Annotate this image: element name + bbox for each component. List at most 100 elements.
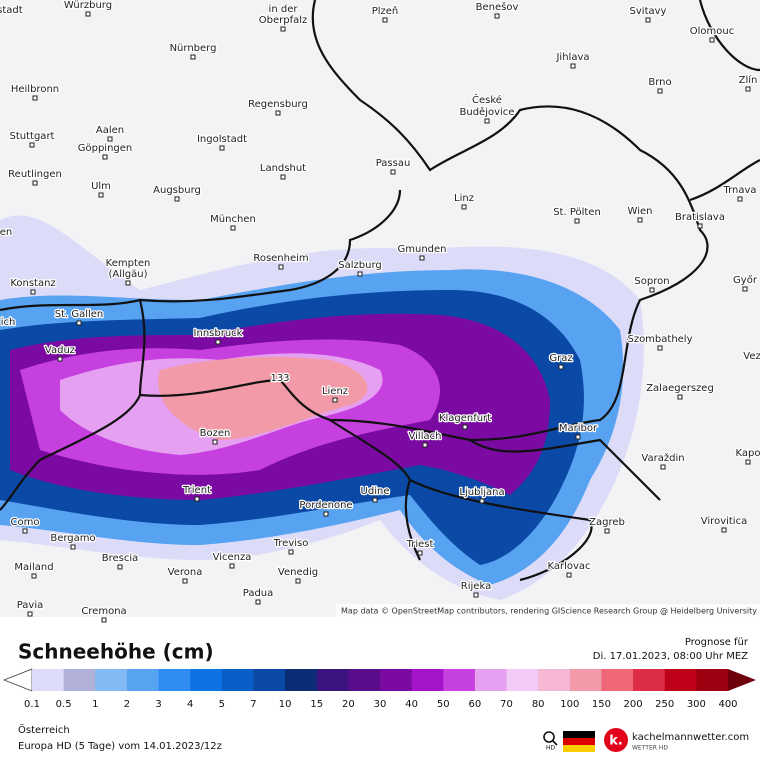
city-marker (32, 180, 38, 186)
city-marker (230, 225, 236, 231)
city-label: Rosenheim (253, 253, 308, 264)
city-label: České (472, 93, 502, 106)
city-label: Landshut (260, 163, 306, 174)
city-marker (422, 442, 428, 448)
city-label: Heilbronn (11, 84, 59, 95)
city-label: St. Pölten (553, 207, 601, 218)
legend-label: 3 (155, 699, 161, 710)
legend-swatch (158, 669, 191, 691)
city-label: Pavia (17, 600, 44, 611)
city-marker (30, 289, 36, 295)
city-label: Varaždin (641, 452, 684, 464)
city-label: Bergamo (50, 533, 95, 544)
city-marker (479, 498, 485, 504)
city-marker (570, 63, 576, 69)
legend-swatch (253, 669, 286, 691)
city-label: Győr (733, 274, 758, 286)
city-label: Aalen (96, 125, 124, 136)
city-marker (657, 345, 663, 351)
city-marker (462, 424, 468, 430)
city-marker (102, 154, 108, 160)
city-label: Brescia (102, 553, 139, 564)
city-label: Plzeň (372, 5, 399, 17)
city-label: Triest (406, 539, 434, 550)
city-label: Trient (182, 485, 211, 496)
city-label: in der (269, 4, 299, 15)
city-marker (275, 110, 281, 116)
city-marker (742, 286, 748, 292)
city-marker (558, 364, 564, 370)
city-label: Mailand (14, 562, 53, 573)
city-label: Pordenone (299, 500, 352, 511)
legend-swatch (474, 669, 508, 691)
city-label: Kempten (106, 258, 151, 269)
city-label: Udine (361, 486, 390, 497)
city-label: Klagenfurt (439, 413, 491, 424)
city-marker (117, 564, 123, 570)
city-label: München (210, 214, 256, 225)
city-label: Karlovac (547, 561, 590, 572)
legend-swatch (411, 669, 444, 691)
city-label: Como (11, 517, 40, 528)
legend-label: 80 (532, 699, 545, 710)
city-marker (85, 11, 91, 17)
city-marker (32, 95, 38, 101)
legend-swatch (221, 669, 254, 691)
city-marker (382, 17, 388, 23)
legend-swatch (63, 669, 96, 691)
city-marker (101, 617, 107, 623)
legend-swatch (126, 669, 160, 691)
city-marker (745, 86, 751, 92)
city-marker (709, 37, 715, 43)
city-label: Zlín (739, 74, 758, 86)
city-marker (604, 528, 610, 534)
city-marker (29, 142, 35, 148)
city-label: Trnava (722, 185, 756, 196)
city-marker (98, 192, 104, 198)
city-label: armstadt (0, 5, 23, 16)
brand: kachelmannwetter.com (632, 732, 749, 743)
city-marker (417, 550, 423, 556)
city-label: Padua (243, 588, 274, 599)
city-label: Sopron (634, 276, 669, 287)
legend-label: 40 (405, 699, 418, 710)
legend-label: 20 (342, 699, 355, 710)
city-marker (721, 527, 727, 533)
city-marker (574, 218, 580, 224)
hd-icon (543, 731, 555, 743)
legend-label: 15 (310, 699, 323, 710)
legend-swatch (190, 669, 223, 691)
legend-swatch (95, 669, 128, 691)
hd-label: HD (546, 745, 556, 752)
city-label: Wien (628, 206, 653, 217)
city-label: Treviso (273, 538, 309, 549)
city-marker (645, 17, 651, 23)
city-marker (57, 356, 63, 362)
legend-label: 5 (219, 699, 225, 710)
city-marker (737, 196, 743, 202)
legend-label: 10 (279, 699, 292, 710)
city-label: Kapo (736, 448, 760, 459)
city-label: Salzburg (338, 260, 381, 271)
svg-text:k.: k. (609, 734, 623, 749)
city-marker (219, 145, 225, 151)
legend-label: 100 (560, 699, 579, 710)
city-marker (31, 573, 37, 579)
legend-swatch (285, 669, 318, 691)
city-label: (Allgäu) (108, 269, 147, 280)
city-marker (657, 88, 663, 94)
city-label: Linz (454, 193, 474, 204)
city-label: Graz (549, 353, 572, 364)
city-label: Budějovice (460, 106, 515, 118)
city-marker (419, 255, 425, 261)
city-marker (637, 217, 643, 223)
city-marker (323, 511, 329, 517)
city-marker (295, 578, 301, 584)
city-marker (566, 572, 572, 578)
brand-sub: WETTER HD (632, 745, 668, 752)
legend-swatch (664, 669, 697, 691)
city-label: 133 (270, 373, 289, 384)
city-label: Rijeka (461, 581, 491, 592)
city-marker (107, 136, 113, 142)
city-label: Oberpfalz (259, 15, 308, 26)
